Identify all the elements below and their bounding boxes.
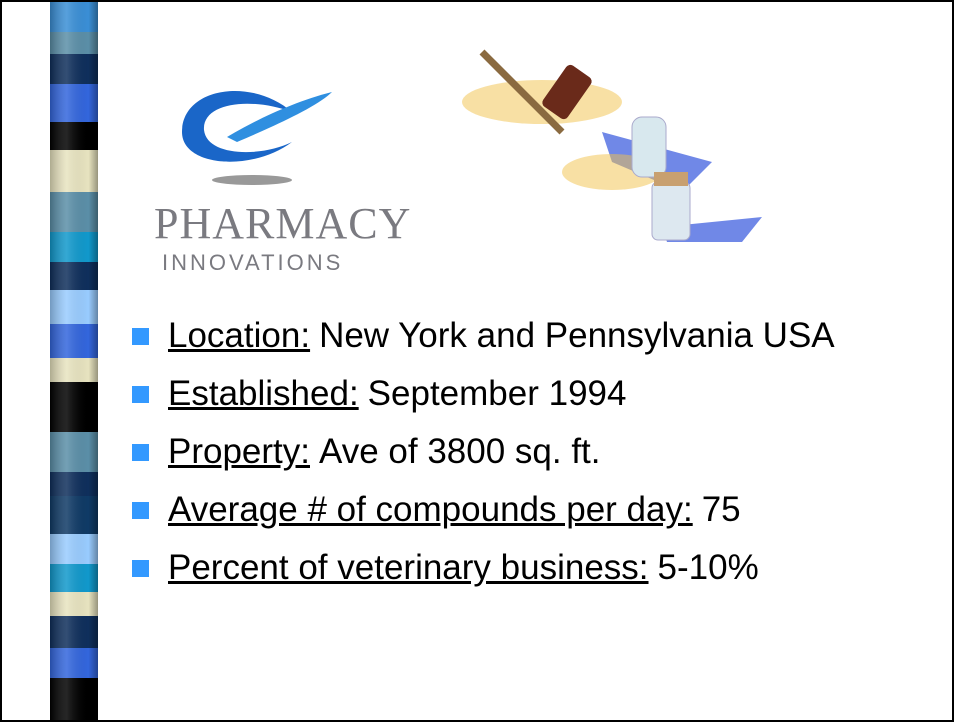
bullet-text: Ave of 3800 sq. ft. (319, 432, 601, 471)
bullet-item: Percent of veterinary business:5-10% (130, 546, 920, 589)
medicine-illustration (452, 42, 772, 262)
bullet-list: Location:New York and Pennsylvania USA E… (130, 314, 920, 604)
bullet-marker (132, 502, 149, 519)
bullet-item: Average # of compounds per day:75 (130, 488, 920, 531)
bullet-marker (132, 560, 149, 577)
bullet-label: Location: (168, 316, 310, 355)
page: {"logo": {"name": "PHARMACY", "tagline":… (0, 0, 954, 722)
logo-tagline: INNOVATIONS (162, 250, 343, 276)
bullet-text: New York and Pennsylvania USA (319, 316, 835, 355)
bullet-label: Established: (168, 374, 359, 413)
bullet-text: September 1994 (368, 374, 627, 413)
bullet-label: Property: (168, 432, 310, 471)
bullet-marker (132, 386, 149, 403)
logo-name: PHARMACY (154, 198, 411, 249)
bullet-label: Average # of compounds per day: (168, 490, 693, 529)
slide: PHARMACY INNOVATIONS Location:New York a… (0, 0, 954, 722)
bullet-marker (132, 444, 149, 461)
decorative-stripe (42, 2, 106, 720)
logo-mark (142, 82, 342, 192)
bullet-label: Percent of veterinary business: (168, 548, 649, 587)
bullet-item: Established:September 1994 (130, 372, 920, 415)
bullet-item: Property:Ave of 3800 sq. ft. (130, 430, 920, 473)
bullet-text: 5-10% (658, 548, 759, 587)
bullet-marker (132, 328, 149, 345)
bullet-text: 75 (702, 490, 741, 529)
bullet-item: Location:New York and Pennsylvania USA (130, 314, 920, 357)
